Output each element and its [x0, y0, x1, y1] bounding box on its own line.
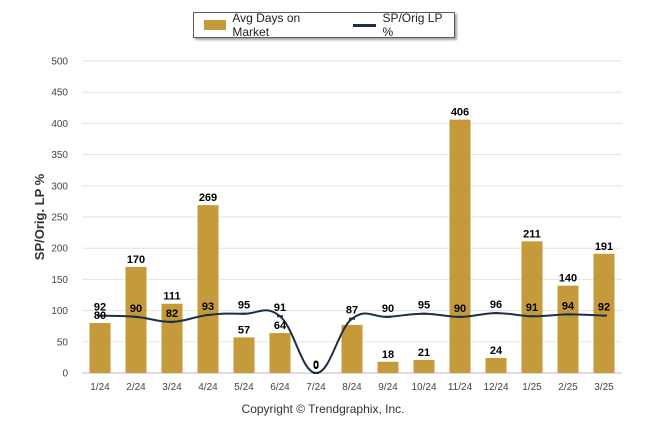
bar	[197, 205, 219, 373]
bar	[341, 324, 363, 373]
line-value-label: 0	[313, 359, 319, 371]
bar-value-label: 211	[523, 228, 541, 240]
x-tick-label: 12/24	[483, 382, 508, 393]
bar-value-label: 191	[595, 241, 613, 253]
bar-value-label: 21	[418, 347, 430, 359]
line-value-label: 87	[346, 305, 358, 317]
line-value-label: 90	[382, 303, 394, 315]
bar-value-label: 80	[94, 310, 106, 322]
bar	[377, 361, 399, 373]
bar	[449, 119, 471, 373]
x-tick-label: 2/24	[126, 382, 146, 393]
bar-value-label: 0	[313, 360, 319, 372]
x-tick-label: 5/24	[234, 382, 254, 393]
line-value-label: 94	[562, 300, 575, 312]
bar	[485, 358, 507, 373]
bar	[269, 333, 291, 373]
bar	[557, 285, 579, 373]
y-tick-label: 200	[51, 244, 68, 255]
legend-item-line: SP/Orig LP %	[337, 11, 454, 39]
x-tick-label: 1/24	[90, 382, 110, 393]
line-value-label: 92	[94, 302, 106, 314]
line-value-label: 90	[454, 303, 466, 315]
line-value-label: 91	[274, 302, 286, 314]
copyright-text: Copyright © Trendgraphix, Inc.	[241, 402, 405, 416]
bar-value-label: 406	[451, 107, 469, 119]
bar	[593, 253, 615, 373]
bar-value-label: 24	[490, 345, 503, 357]
legend-bar-swatch	[204, 20, 227, 30]
y-tick-label: 350	[51, 150, 68, 161]
y-tick-label: 500	[51, 57, 68, 68]
x-tick-label: 8/24	[342, 382, 362, 393]
x-tick-label: 11/24	[448, 382, 473, 393]
y-tick-label: 400	[51, 119, 68, 130]
x-tick-label: 6/24	[270, 382, 290, 393]
line-value-label: 90	[130, 303, 142, 315]
bar	[89, 323, 111, 373]
bar	[521, 241, 543, 373]
y-tick-label: 450	[51, 88, 68, 99]
x-tick-label: 3/24	[162, 382, 182, 393]
legend-bar-label: Avg Days on Market	[232, 11, 301, 39]
x-tick-label: 1/25	[522, 382, 542, 393]
y-tick-label: 0	[62, 369, 68, 380]
bar-value-label: 64	[274, 320, 287, 332]
bar-value-label: 140	[559, 273, 577, 285]
legend-line-swatch	[353, 23, 377, 27]
x-tick-label: 9/24	[378, 382, 398, 393]
line-value-label: 95	[418, 300, 430, 312]
y-tick-label: 300	[51, 181, 68, 192]
bar-value-label: 170	[127, 254, 145, 266]
line-value-label: 92	[598, 302, 610, 314]
line-value-label: 93	[202, 301, 214, 313]
bar	[125, 266, 147, 373]
line-value-label: 96	[490, 299, 502, 311]
bar-value-label: 269	[199, 192, 217, 204]
bar	[413, 359, 435, 373]
bar-value-label: 18	[382, 349, 394, 361]
bar-value-label: 57	[238, 324, 250, 336]
legend-line-label: SP/Orig LP %	[382, 11, 443, 39]
x-tick-label: 7/24	[306, 382, 326, 393]
y-tick-label: 250	[51, 213, 68, 224]
line-value-label: 82	[166, 308, 178, 320]
y-tick-label: 50	[57, 337, 69, 348]
bar-value-label: 111	[163, 291, 180, 303]
y-tick-label: 100	[51, 306, 68, 317]
legend-item-bar: Avg Days on Market	[194, 11, 337, 39]
y-axis-title: SP/Orig. LP %	[32, 173, 47, 260]
line-value-label: 91	[526, 302, 538, 314]
bar	[233, 337, 255, 373]
x-tick-label: 3/25	[594, 382, 614, 393]
y-tick-label: 150	[51, 275, 68, 286]
line-value-label: 95	[238, 300, 250, 312]
legend: Avg Days on Market SP/Orig LP %	[193, 11, 455, 39]
x-tick-label: 4/24	[198, 382, 218, 393]
x-tick-label: 10/24	[411, 382, 436, 393]
x-tick-label: 2/25	[558, 382, 578, 393]
